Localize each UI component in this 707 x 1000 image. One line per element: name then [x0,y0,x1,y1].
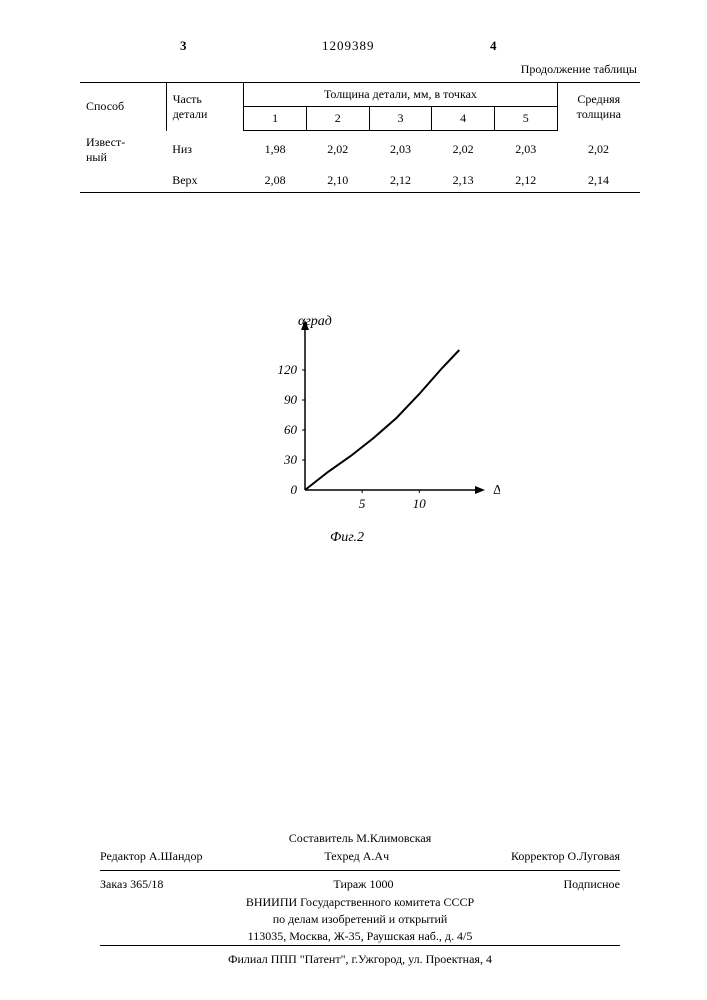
cell-val: 2,02 [432,131,495,169]
page-number-left: 3 [180,38,187,54]
cell-part: Низ [166,131,244,169]
techred-name: А.Ач [363,849,389,863]
compiler-label: Составитель [289,831,353,845]
svg-text:90: 90 [284,392,298,407]
page: 3 1209389 4 Продолжение таблицы Способ Ч… [0,0,707,1000]
table-row: Извест- ный Низ 1,98 2,02 2,03 2,02 2,03… [80,131,640,169]
cell-val: 2,03 [369,131,432,169]
tirazh-label: Тираж [333,877,366,891]
col-header-avg: Средняя толщина [557,83,640,131]
tirazh-value: 1000 [369,877,393,891]
editor-name: А.Шандор [149,849,203,863]
svg-text:60: 60 [284,422,298,437]
cell-method: Извест- ный [80,131,166,169]
cell-val: 2,12 [494,169,557,193]
cell-val: 1,98 [244,131,307,169]
document-number: 1209389 [322,38,375,54]
cell-avg: 2,14 [557,169,640,193]
table-row: Верх 2,08 2,10 2,12 2,13 2,12 2,14 [80,169,640,193]
svg-text:30: 30 [283,452,298,467]
org-line-1: ВНИИПИ Государственного комитета СССР [100,894,620,911]
compiler-name: М.Климовская [356,831,431,845]
svg-text:0: 0 [291,482,298,497]
divider [100,870,620,871]
y-axis-label: αград [298,314,332,330]
cell-val: 2,10 [306,169,369,193]
col-header-method: Способ [80,83,166,131]
cell-val: 2,08 [244,169,307,193]
cell-method [80,169,166,193]
techred-label: Техред [324,849,359,863]
imprint-block: Составитель М.Климовская Редактор А.Шанд… [100,830,620,945]
chart-caption: Фиг.2 [330,530,364,546]
col-point-1: 1 [244,107,307,131]
col-point-5: 5 [494,107,557,131]
chart-figure-2: 0306090120510Δ αград [250,320,500,530]
cell-val: 2,13 [432,169,495,193]
page-number-right: 4 [490,38,497,54]
svg-text:Δ: Δ [493,483,500,498]
branch-line: Филиал ППП "Патент", г.Ужгород, ул. Прое… [100,945,620,967]
corrector-name: О.Луговая [568,849,620,863]
svg-text:5: 5 [359,496,366,511]
org-address: 113035, Москва, Ж-35, Раушская наб., д. … [100,928,620,945]
svg-text:120: 120 [278,362,298,377]
corrector-label: Корректор [511,849,565,863]
svg-text:10: 10 [413,496,427,511]
chart-svg: 0 30 60 90 120 5 10 Δ [250,320,500,530]
col-point-2: 2 [306,107,369,131]
editor-label: Редактор [100,849,146,863]
cell-avg: 2,02 [557,131,640,169]
col-point-3: 3 [369,107,432,131]
thickness-table: Способ Часть детали Толщина детали, мм, … [80,82,640,193]
col-header-thickness: Толщина детали, мм, в точках [244,83,557,107]
cell-val: 2,02 [306,131,369,169]
order-label: Заказ [100,877,127,891]
col-header-part: Часть детали [166,83,244,131]
table-continuation-label: Продолжение таблицы [521,62,637,77]
order-number: 365/18 [130,877,163,891]
org-line-2: по делам изобретений и открытий [100,911,620,928]
subscription: Подписное [563,877,620,892]
cell-part: Верх [166,169,244,193]
cell-val: 2,03 [494,131,557,169]
cell-val: 2,12 [369,169,432,193]
col-point-4: 4 [432,107,495,131]
